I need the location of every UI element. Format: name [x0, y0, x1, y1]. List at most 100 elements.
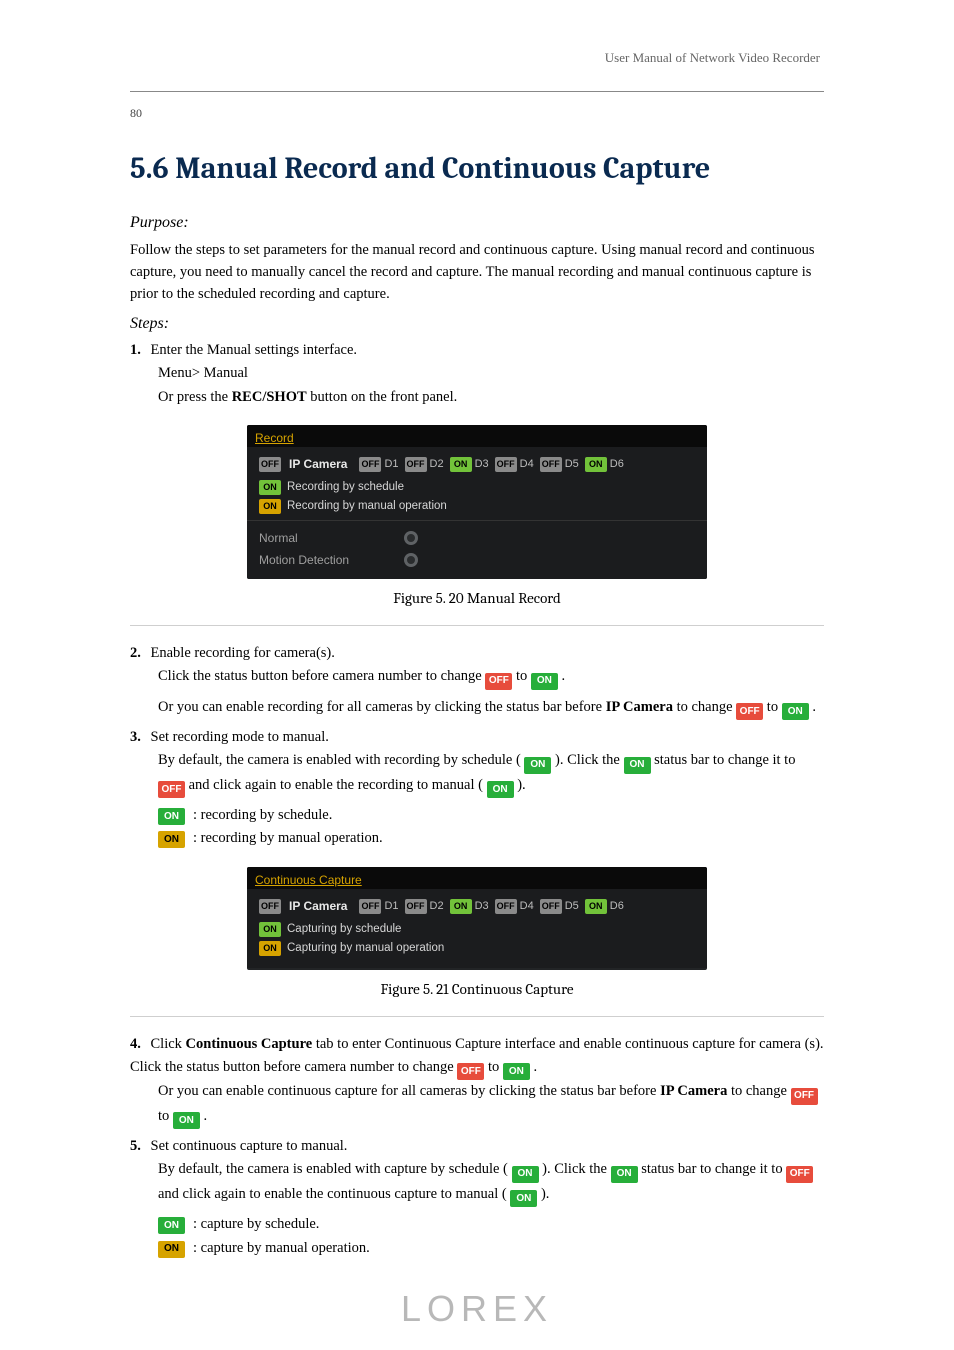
camera-item: OFF D1 [359, 899, 398, 914]
on-icon: ON [512, 1166, 539, 1183]
camera-toggle[interactable]: OFF [540, 899, 562, 914]
legend-schedule-text: Recording by schedule [287, 481, 404, 493]
on-icon: ON [158, 808, 185, 825]
camera-toggle[interactable]: OFF [405, 899, 427, 914]
gear-icon[interactable] [404, 531, 418, 545]
camera-item: OFF D2 [405, 899, 444, 914]
step-3-bullet-schedule: ON : recording by schedule. [130, 804, 824, 827]
camera-row: OFF IP Camera OFF D1 OFF D2 ON D3 [259, 457, 695, 472]
legend-on-chip: ON [259, 480, 281, 495]
step-2-text: Enable recording for camera(s). [151, 645, 335, 661]
camera-name: D1 [384, 900, 398, 912]
camera-name: D4 [520, 900, 534, 912]
camera-name: D2 [430, 458, 444, 470]
legend-on-chip: ON [259, 922, 281, 937]
on-icon: ON [524, 757, 551, 774]
rule [130, 1016, 824, 1017]
camera-toggle[interactable]: OFF [359, 457, 381, 472]
camera-item: OFF D1 [359, 457, 398, 472]
step-5-num: 5. [130, 1138, 141, 1154]
camera-item: ON D6 [585, 457, 624, 472]
off-icon: OFF [485, 673, 512, 690]
step-3: 3. Set recording mode to manual. By defa… [130, 726, 824, 851]
legend-schedule-text: Capturing by schedule [287, 923, 401, 935]
ipcamera-master-toggle[interactable]: OFF [259, 457, 281, 472]
step-3-text: Set recording mode to manual. [151, 729, 329, 745]
step-list: 4. Click Continuous Capture tab to enter… [130, 1033, 824, 1260]
camera-toggle[interactable]: OFF [359, 899, 381, 914]
step-5-bullet-schedule: ON : capture by schedule. [130, 1213, 824, 1236]
on-icon: ON [487, 781, 514, 798]
on-icon: ON [611, 1166, 638, 1183]
off-icon: OFF [786, 1166, 813, 1183]
camera-toggle[interactable]: ON [450, 899, 472, 914]
figure-1-caption: Figure 5. 20 Manual Record [130, 589, 824, 607]
row-motion-label: Motion Detection [259, 553, 394, 567]
off-icon: OFF [457, 1063, 484, 1080]
legend-schedule: ON Recording by schedule [259, 480, 695, 495]
on-icon: ON [624, 757, 651, 774]
camera-item: ON D6 [585, 899, 624, 914]
record-panel: Record OFF IP Camera OFF D1 OFF D2 ON [247, 425, 707, 579]
legend-manual-text: Capturing by manual operation [287, 942, 444, 954]
step-3-bullet-manual: ON : recording by manual operation. [130, 827, 824, 850]
purpose-text: Follow the steps to set parameters for t… [130, 240, 824, 305]
camera-name: D5 [565, 900, 579, 912]
capture-panel-body: OFF IP Camera OFF D1 OFF D2 ON D3 [247, 889, 707, 968]
camera-row: OFF IP Camera OFF D1 OFF D2 ON D3 [259, 899, 695, 914]
step-3-line1: By default, the camera is enabled with r… [130, 749, 824, 798]
record-panel-body: OFF IP Camera OFF D1 OFF D2 ON D3 [247, 447, 707, 579]
off-icon: OFF [158, 781, 185, 798]
camera-name: D6 [610, 458, 624, 470]
camera-toggle[interactable]: OFF [495, 457, 517, 472]
camera-toggle[interactable]: OFF [405, 457, 427, 472]
step-1-text: Enter the Manual settings interface. [151, 342, 358, 358]
legend-manual-chip: ON [259, 941, 281, 956]
camera-item: OFF D4 [495, 457, 534, 472]
camera-toggle[interactable]: ON [450, 457, 472, 472]
step-2-line2: Or you can enable recording for all came… [130, 696, 824, 721]
step-2: 2. Enable recording for camera(s). Click… [130, 642, 824, 720]
step-2-line1: Click the status button before camera nu… [130, 665, 824, 690]
camera-name: D1 [384, 458, 398, 470]
row-normal[interactable]: Normal [259, 527, 695, 549]
camera-item: OFF D5 [540, 457, 579, 472]
camera-toggle[interactable]: OFF [495, 899, 517, 914]
figure-2-caption: Figure 5. 21 Continuous Capture [130, 980, 824, 998]
camera-toggle[interactable]: ON [585, 899, 607, 914]
camera-toggle[interactable]: ON [585, 457, 607, 472]
capture-panel-title: Continuous Capture [247, 867, 707, 889]
on-yellow-icon: ON [158, 831, 185, 848]
on-icon: ON [503, 1063, 530, 1080]
step-list: 2. Enable recording for camera(s). Click… [130, 642, 824, 851]
step-5-line1: By default, the camera is enabled with c… [130, 1158, 824, 1207]
header-manual-title: User Manual of Network Video Recorder [130, 50, 824, 66]
camera-name: D5 [565, 458, 579, 470]
step-1-num: 1. [130, 342, 141, 358]
off-icon: OFF [791, 1088, 818, 1105]
camera-toggle[interactable]: OFF [540, 457, 562, 472]
ipcamera-master-toggle[interactable]: OFF [259, 899, 281, 914]
camera-name: D4 [520, 458, 534, 470]
camera-item: OFF D2 [405, 457, 444, 472]
step-4-line2: Or you can enable continuous capture for… [130, 1080, 824, 1129]
section-title: 5.6 Manual Record and Continuous Capture [130, 151, 824, 186]
camera-name: D3 [475, 458, 489, 470]
figure-1: Record OFF IP Camera OFF D1 OFF D2 ON [247, 425, 707, 579]
on-icon: ON [173, 1112, 200, 1129]
ipcamera-label: IP Camera [289, 899, 347, 913]
step-3-num: 3. [130, 729, 141, 745]
step-4: 4. Click Continuous Capture tab to enter… [130, 1033, 824, 1130]
figure-2: Continuous Capture OFF IP Camera OFF D1 … [247, 867, 707, 970]
page-number: 80 [130, 106, 824, 121]
camera-name: D2 [430, 900, 444, 912]
header-rule [130, 72, 824, 92]
camera-name: D3 [475, 900, 489, 912]
on-icon: ON [158, 1217, 185, 1234]
purpose-label: Purpose: [130, 214, 824, 232]
gear-icon[interactable] [404, 553, 418, 567]
step-1-alt: Or press the REC/SHOT button on the fron… [130, 386, 824, 409]
row-motion[interactable]: Motion Detection [259, 549, 695, 571]
on-icon: ON [531, 673, 558, 690]
rule [130, 625, 824, 626]
